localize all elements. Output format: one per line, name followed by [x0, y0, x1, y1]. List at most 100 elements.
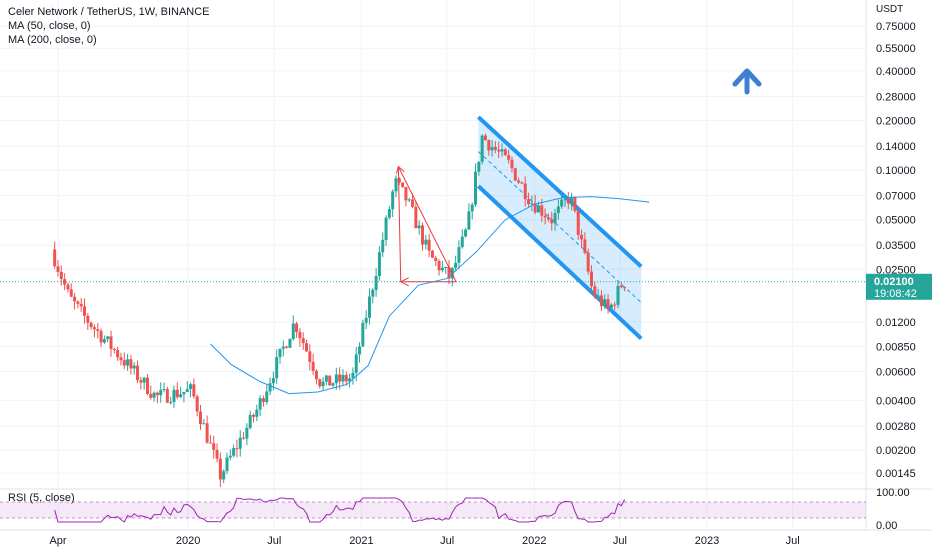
time-tick-label: Jul	[267, 535, 281, 547]
candle-body	[510, 159, 514, 169]
candle-body	[92, 327, 96, 330]
candle-body	[66, 284, 70, 290]
candle-body	[430, 250, 434, 258]
candle-body	[76, 301, 80, 304]
price-tick-label: 0.00850	[876, 341, 916, 353]
candle-body	[530, 203, 534, 205]
candle-body	[381, 239, 385, 253]
chart-legend: Celer Network / TetherUS, 1W, BINANCE MA…	[8, 5, 210, 47]
candle-body	[139, 380, 143, 383]
candle-body	[364, 317, 368, 323]
candle-body	[205, 423, 209, 443]
candle-body	[401, 182, 405, 187]
candle-body	[513, 168, 517, 181]
candle-body	[185, 389, 189, 392]
candle-body	[500, 149, 504, 152]
candle-body	[225, 457, 229, 472]
candle-body	[427, 239, 431, 251]
rsi-tick-100: 100.00	[876, 487, 910, 499]
candle-body	[341, 374, 345, 382]
candle-body	[616, 285, 620, 305]
candle-body	[367, 296, 371, 318]
candle-body	[215, 449, 219, 459]
candle-body	[112, 348, 116, 350]
candle-body	[129, 359, 133, 369]
rsi-legend: RSI (5, close)	[8, 492, 75, 504]
candle-body	[391, 191, 395, 210]
time-tick-label: 2021	[349, 535, 373, 547]
candle-body	[424, 239, 428, 245]
candle-body	[444, 267, 448, 269]
candle-body	[56, 266, 60, 272]
candle-body	[421, 225, 425, 245]
time-tick-label: 2022	[522, 535, 546, 547]
candle-body	[576, 210, 580, 235]
channel-midline	[478, 151, 642, 303]
candle-body	[613, 304, 617, 306]
candle-body	[83, 306, 87, 316]
candle-body	[172, 389, 176, 403]
candle-body	[63, 279, 67, 285]
candle-body	[192, 384, 196, 397]
candle-body	[387, 209, 391, 218]
candle-body	[308, 351, 312, 362]
candle-body	[374, 276, 378, 290]
price-tick-label: 0.01200	[876, 317, 916, 329]
rsi-tick-0: 0.00	[876, 520, 897, 532]
candle-body	[248, 414, 252, 428]
candle-body	[523, 183, 527, 200]
candle-body	[543, 215, 547, 218]
candle-body	[338, 374, 342, 382]
candle-body	[202, 423, 206, 425]
current-price-tag	[866, 273, 932, 300]
candle-body	[169, 402, 173, 404]
candle-body	[298, 332, 302, 339]
candle-body	[182, 391, 186, 395]
channel-fill	[478, 117, 642, 339]
candle-body	[517, 180, 521, 183]
candle-body	[397, 178, 401, 183]
candle-body	[527, 199, 531, 205]
candle-body	[507, 155, 511, 160]
candle-body	[467, 211, 471, 230]
candle-body	[295, 323, 299, 333]
candle-body	[285, 346, 289, 348]
candle-body	[599, 295, 603, 307]
candle-body	[278, 348, 282, 358]
candle-body	[255, 409, 259, 417]
candle-body	[301, 338, 305, 344]
candle-body	[59, 271, 63, 280]
candle-body	[305, 343, 309, 352]
candle-body	[291, 323, 295, 340]
candle-body	[245, 427, 249, 439]
time-tick-label: Jul	[786, 535, 800, 547]
candle-body	[407, 199, 411, 201]
candle-body	[314, 370, 318, 380]
candle-body	[324, 375, 328, 382]
price-unit: USDT	[876, 4, 904, 15]
annotation-arrow-up	[395, 165, 405, 174]
candle-body	[271, 378, 275, 384]
candle-body	[268, 383, 272, 392]
candle-body	[232, 448, 236, 456]
up-arrow-icon	[732, 68, 762, 95]
candle-body	[159, 389, 163, 396]
candle-body	[454, 262, 458, 268]
candle-body	[179, 394, 183, 398]
candle-body	[132, 365, 136, 369]
candle-body	[483, 135, 487, 141]
candle-body	[136, 365, 140, 381]
current-price-value: 0.02100	[874, 276, 914, 288]
candle-body	[437, 261, 441, 271]
candle-body	[417, 225, 421, 229]
price-tick-label: 0.00400	[876, 395, 916, 407]
price-tick-label: 0.00145	[876, 468, 916, 480]
candle-body	[195, 396, 199, 412]
candle-body	[411, 199, 415, 207]
annotation-vertical	[397, 166, 402, 282]
candle-body	[460, 236, 464, 248]
candle-body	[583, 239, 587, 253]
candle-body	[235, 448, 239, 450]
candle-body	[145, 377, 149, 394]
